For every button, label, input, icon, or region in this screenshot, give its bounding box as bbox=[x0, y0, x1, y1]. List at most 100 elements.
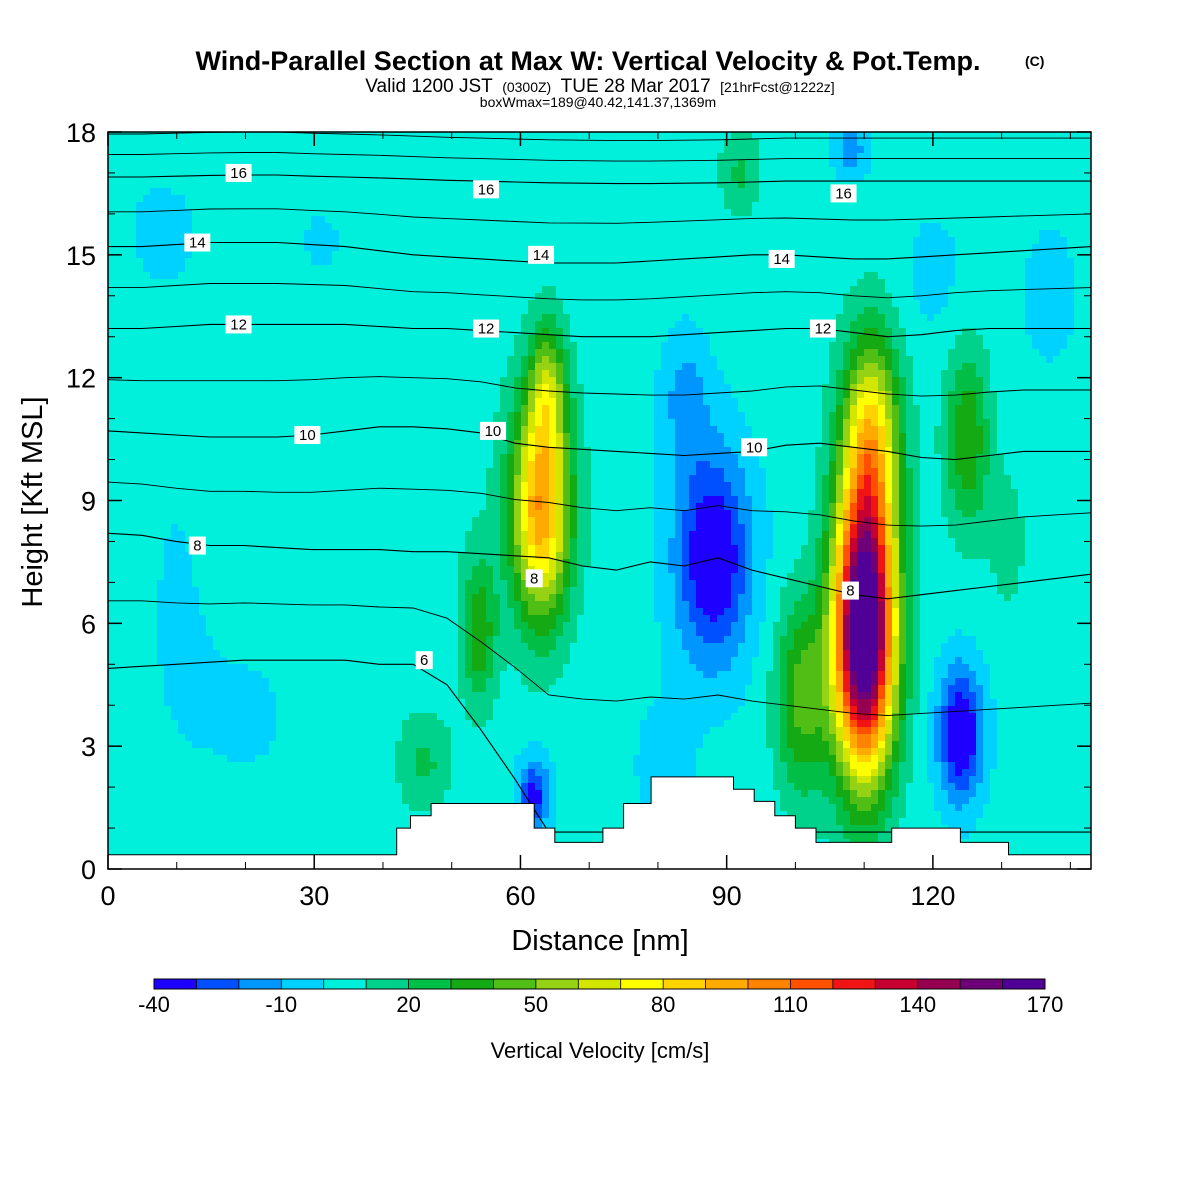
velocity-cell bbox=[122, 349, 130, 357]
velocity-cell bbox=[115, 300, 123, 308]
velocity-cell bbox=[1018, 174, 1026, 182]
velocity-cell bbox=[150, 300, 158, 308]
velocity-cell bbox=[374, 321, 382, 329]
velocity-cell bbox=[521, 167, 529, 175]
velocity-cell bbox=[108, 300, 116, 308]
velocity-cell bbox=[668, 293, 676, 301]
velocity-cell bbox=[878, 286, 886, 294]
velocity-cell bbox=[500, 349, 508, 357]
velocity-cell bbox=[423, 230, 431, 238]
velocity-cell bbox=[507, 237, 515, 245]
velocity-cell bbox=[185, 349, 193, 357]
velocity-cell bbox=[290, 160, 298, 168]
velocity-cell bbox=[500, 286, 508, 294]
velocity-cell bbox=[416, 230, 424, 238]
velocity-cell bbox=[1039, 174, 1047, 182]
velocity-cell bbox=[913, 286, 921, 294]
velocity-cell bbox=[822, 335, 830, 343]
velocity-cell bbox=[1018, 181, 1026, 189]
velocity-cell bbox=[1074, 209, 1082, 217]
velocity-cell bbox=[479, 160, 487, 168]
velocity-cell bbox=[619, 230, 627, 238]
velocity-cell bbox=[409, 356, 417, 364]
velocity-cell bbox=[759, 188, 767, 196]
velocity-cell bbox=[752, 300, 760, 308]
velocity-cell bbox=[416, 314, 424, 322]
velocity-cell bbox=[143, 223, 151, 231]
velocity-cell bbox=[507, 349, 515, 357]
velocity-cell bbox=[472, 167, 480, 175]
velocity-cell bbox=[794, 132, 802, 140]
velocity-cell bbox=[801, 321, 809, 329]
velocity-cell bbox=[696, 244, 704, 252]
velocity-cell bbox=[619, 195, 627, 203]
velocity-cell bbox=[416, 370, 424, 378]
velocity-cell bbox=[1060, 258, 1068, 266]
velocity-cell bbox=[612, 293, 620, 301]
velocity-cell bbox=[1088, 363, 1091, 371]
velocity-cell bbox=[556, 237, 564, 245]
velocity-cell bbox=[311, 356, 319, 364]
velocity-cell bbox=[311, 181, 319, 189]
velocity-cell bbox=[647, 230, 655, 238]
velocity-cell bbox=[955, 363, 963, 371]
velocity-cell bbox=[1025, 188, 1033, 196]
velocity-cell bbox=[878, 146, 886, 154]
velocity-cell bbox=[1088, 216, 1091, 224]
velocity-cell bbox=[626, 265, 634, 273]
velocity-cell bbox=[1046, 335, 1054, 343]
velocity-cell bbox=[451, 251, 459, 259]
velocity-cell bbox=[479, 370, 487, 378]
velocity-cell bbox=[934, 188, 942, 196]
velocity-cell bbox=[248, 216, 256, 224]
velocity-cell bbox=[346, 188, 354, 196]
velocity-cell bbox=[556, 300, 564, 308]
velocity-cell bbox=[283, 286, 291, 294]
velocity-cell bbox=[885, 300, 893, 308]
velocity-cell bbox=[367, 307, 375, 315]
velocity-cell bbox=[689, 181, 697, 189]
velocity-cell bbox=[1011, 244, 1019, 252]
velocity-cell bbox=[199, 223, 207, 231]
velocity-cell bbox=[1004, 314, 1012, 322]
velocity-cell bbox=[899, 223, 907, 231]
velocity-cell bbox=[115, 370, 123, 378]
velocity-cell bbox=[164, 286, 172, 294]
velocity-cell bbox=[647, 328, 655, 336]
velocity-cell bbox=[584, 265, 592, 273]
velocity-cell bbox=[472, 293, 480, 301]
velocity-cell bbox=[150, 202, 158, 210]
velocity-cell bbox=[843, 223, 851, 231]
velocity-cell bbox=[941, 272, 949, 280]
velocity-cell bbox=[962, 146, 970, 154]
velocity-cell bbox=[696, 160, 704, 168]
velocity-cell bbox=[325, 258, 333, 266]
velocity-cell bbox=[535, 153, 543, 161]
velocity-cell bbox=[934, 321, 942, 329]
velocity-cell bbox=[255, 181, 263, 189]
velocity-cell bbox=[220, 342, 228, 350]
velocity-cell bbox=[731, 237, 739, 245]
velocity-cell bbox=[129, 237, 137, 245]
velocity-cell bbox=[122, 237, 130, 245]
velocity-cell bbox=[563, 321, 571, 329]
velocity-cell bbox=[542, 272, 550, 280]
velocity-cell bbox=[752, 363, 760, 371]
velocity-cell bbox=[1060, 139, 1068, 147]
velocity-cell bbox=[311, 370, 319, 378]
velocity-cell bbox=[325, 328, 333, 336]
velocity-cell bbox=[990, 293, 998, 301]
velocity-cell bbox=[976, 216, 984, 224]
velocity-cell bbox=[864, 181, 872, 189]
velocity-cell bbox=[955, 272, 963, 280]
velocity-cell bbox=[423, 132, 431, 140]
velocity-cell bbox=[570, 223, 578, 231]
velocity-cell bbox=[563, 363, 571, 371]
velocity-cell bbox=[206, 342, 214, 350]
velocity-cell bbox=[997, 160, 1005, 168]
velocity-cell bbox=[752, 202, 760, 210]
velocity-cell bbox=[304, 251, 312, 259]
velocity-cell bbox=[283, 356, 291, 364]
velocity-cell bbox=[563, 314, 571, 322]
velocity-cell bbox=[822, 279, 830, 287]
